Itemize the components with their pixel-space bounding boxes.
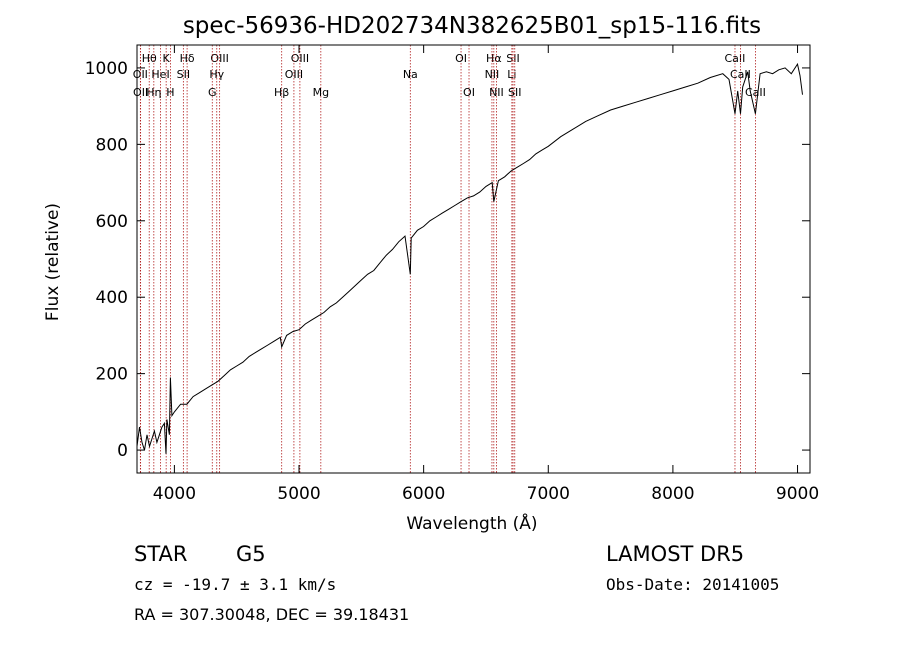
survey-name: LAMOST DR5 [606,542,745,566]
y-tick-label-2: 400 [96,288,128,308]
marker-label-19: Hη [146,86,161,99]
marker-label-10: HeI [151,68,169,81]
y-axis-label: Flux (relative) [43,203,63,321]
y-tick-label-5: 1000 [85,59,128,79]
marker-label-11: SII [177,68,190,81]
x-tick-label-0: 4000 [153,484,196,504]
x-tick-label-1: 5000 [277,484,320,504]
marker-label-2: Hδ [180,52,195,65]
marker-label-12: Hγ [209,68,224,81]
marker-label-0: Hθ [142,52,157,65]
object-class: STAR [134,542,188,566]
plot-frame [136,44,811,474]
x-tick-label-3: 7000 [527,484,570,504]
marker-label-22: Hβ [274,86,289,99]
x-tick-label-5: 9000 [776,484,819,504]
axis-ticks: 4000 5000 6000 7000 8000 9000 0 200 400 600 800 100… [85,45,819,504]
y-tick-label-0: 0 [117,441,128,461]
marker-label-5: OI [455,52,467,65]
chart-title: spec-56936-HD202734N382625B01_sp15-116.f… [183,13,761,39]
marker-label-24: OI [463,86,475,99]
observation-date: Obs-Date: 20141005 [606,575,780,594]
marker-label-13: OIII [285,68,303,81]
marker-label-14: Na [403,68,418,81]
marker-label-25: NII [489,86,504,99]
marker-label-20: H [166,86,174,99]
coordinates: RA = 307.30048, DEC = 39.18431 [134,605,410,624]
marker-label-4: OIII [291,52,309,65]
x-axis-label: Wavelength (Å) [406,512,537,534]
redshift-velocity: cz = -19.7 ± 3.1 km/s [134,575,337,594]
y-tick-label-3: 600 [96,212,128,232]
marker-label-21: G [208,86,217,99]
marker-label-16: Li [507,68,516,81]
spectrum-line [136,62,803,454]
marker-label-27: CaII [745,86,766,99]
marker-label-7: SII [506,52,519,65]
marker-label-26: SII [508,86,521,99]
marker-label-23: Mg [313,86,329,99]
marker-label-6: Hα [486,52,502,65]
x-tick-label-2: 6000 [402,484,445,504]
marker-label-3: OIII [210,52,228,65]
spectral-subclass: G5 [236,542,266,566]
y-tick-label-1: 200 [96,365,128,385]
marker-label-15: NII [485,68,500,81]
marker-label-8: CaII [725,52,746,65]
marker-label-1: K [163,52,171,65]
x-tick-label-4: 8000 [651,484,694,504]
y-tick-label-4: 800 [96,135,128,155]
